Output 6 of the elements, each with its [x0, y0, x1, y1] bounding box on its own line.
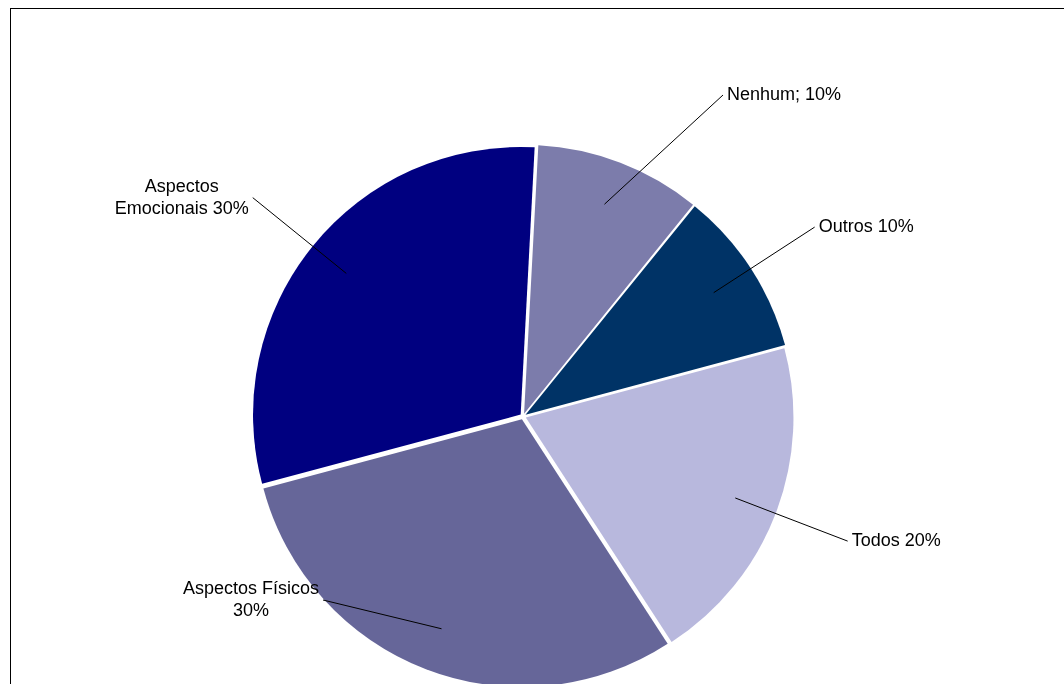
slice-label: Outros 10%: [818, 216, 914, 237]
slice-label: Nenhum; 10%: [726, 83, 842, 104]
slice-label: Aspectos Físicos: [182, 577, 319, 598]
slice-label: Aspectos Emocionais 30%: [114, 175, 249, 218]
slice-label: Todos 20%: [851, 530, 941, 551]
data-label: 30%: [232, 599, 269, 620]
